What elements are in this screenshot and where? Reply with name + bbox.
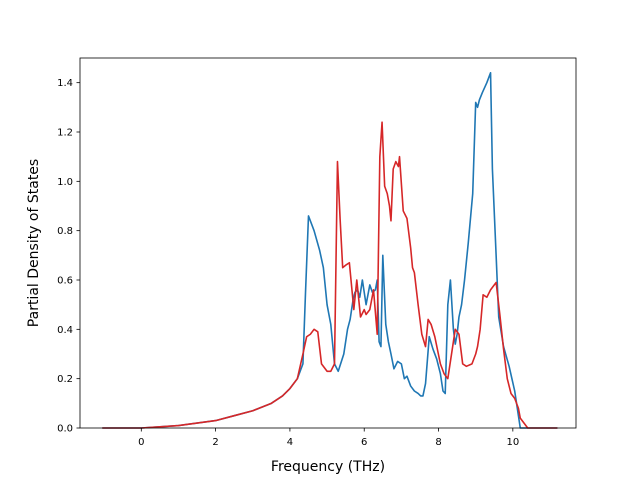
y-axis-title: Partial Density of States: [26, 159, 42, 327]
x-tick-label: 10: [506, 437, 519, 448]
y-tick-label: 1.0: [57, 177, 73, 188]
x-tick-label: 0: [138, 437, 144, 448]
y-axis-ticks: 0.0 0.2 0.4 0.6 0.8 1.0 1.2 1.4: [57, 78, 80, 435]
x-axis-title: Frequency (THz): [271, 459, 385, 475]
plot-background: [80, 58, 576, 428]
x-tick-label: 4: [287, 437, 293, 448]
y-tick-label: 0.2: [57, 374, 73, 385]
x-tick-label: 8: [435, 437, 441, 448]
y-tick-label: 0.0: [57, 424, 73, 435]
series-layer: [102, 72, 558, 429]
series-line-1: [102, 72, 558, 429]
x-tick-label: 6: [361, 437, 367, 448]
y-tick-label: 0.8: [57, 226, 73, 237]
x-axis-ticks: 0 2 4 6 8 10: [138, 428, 519, 448]
y-tick-label: 0.6: [57, 276, 73, 287]
y-tick-label: 1.2: [57, 128, 73, 139]
x-tick-label: 2: [212, 437, 218, 448]
y-tick-label: 0.4: [57, 325, 73, 336]
series-line-2: [102, 121, 558, 429]
plot-frame: [79, 57, 577, 429]
y-tick-label: 1.4: [57, 78, 73, 89]
